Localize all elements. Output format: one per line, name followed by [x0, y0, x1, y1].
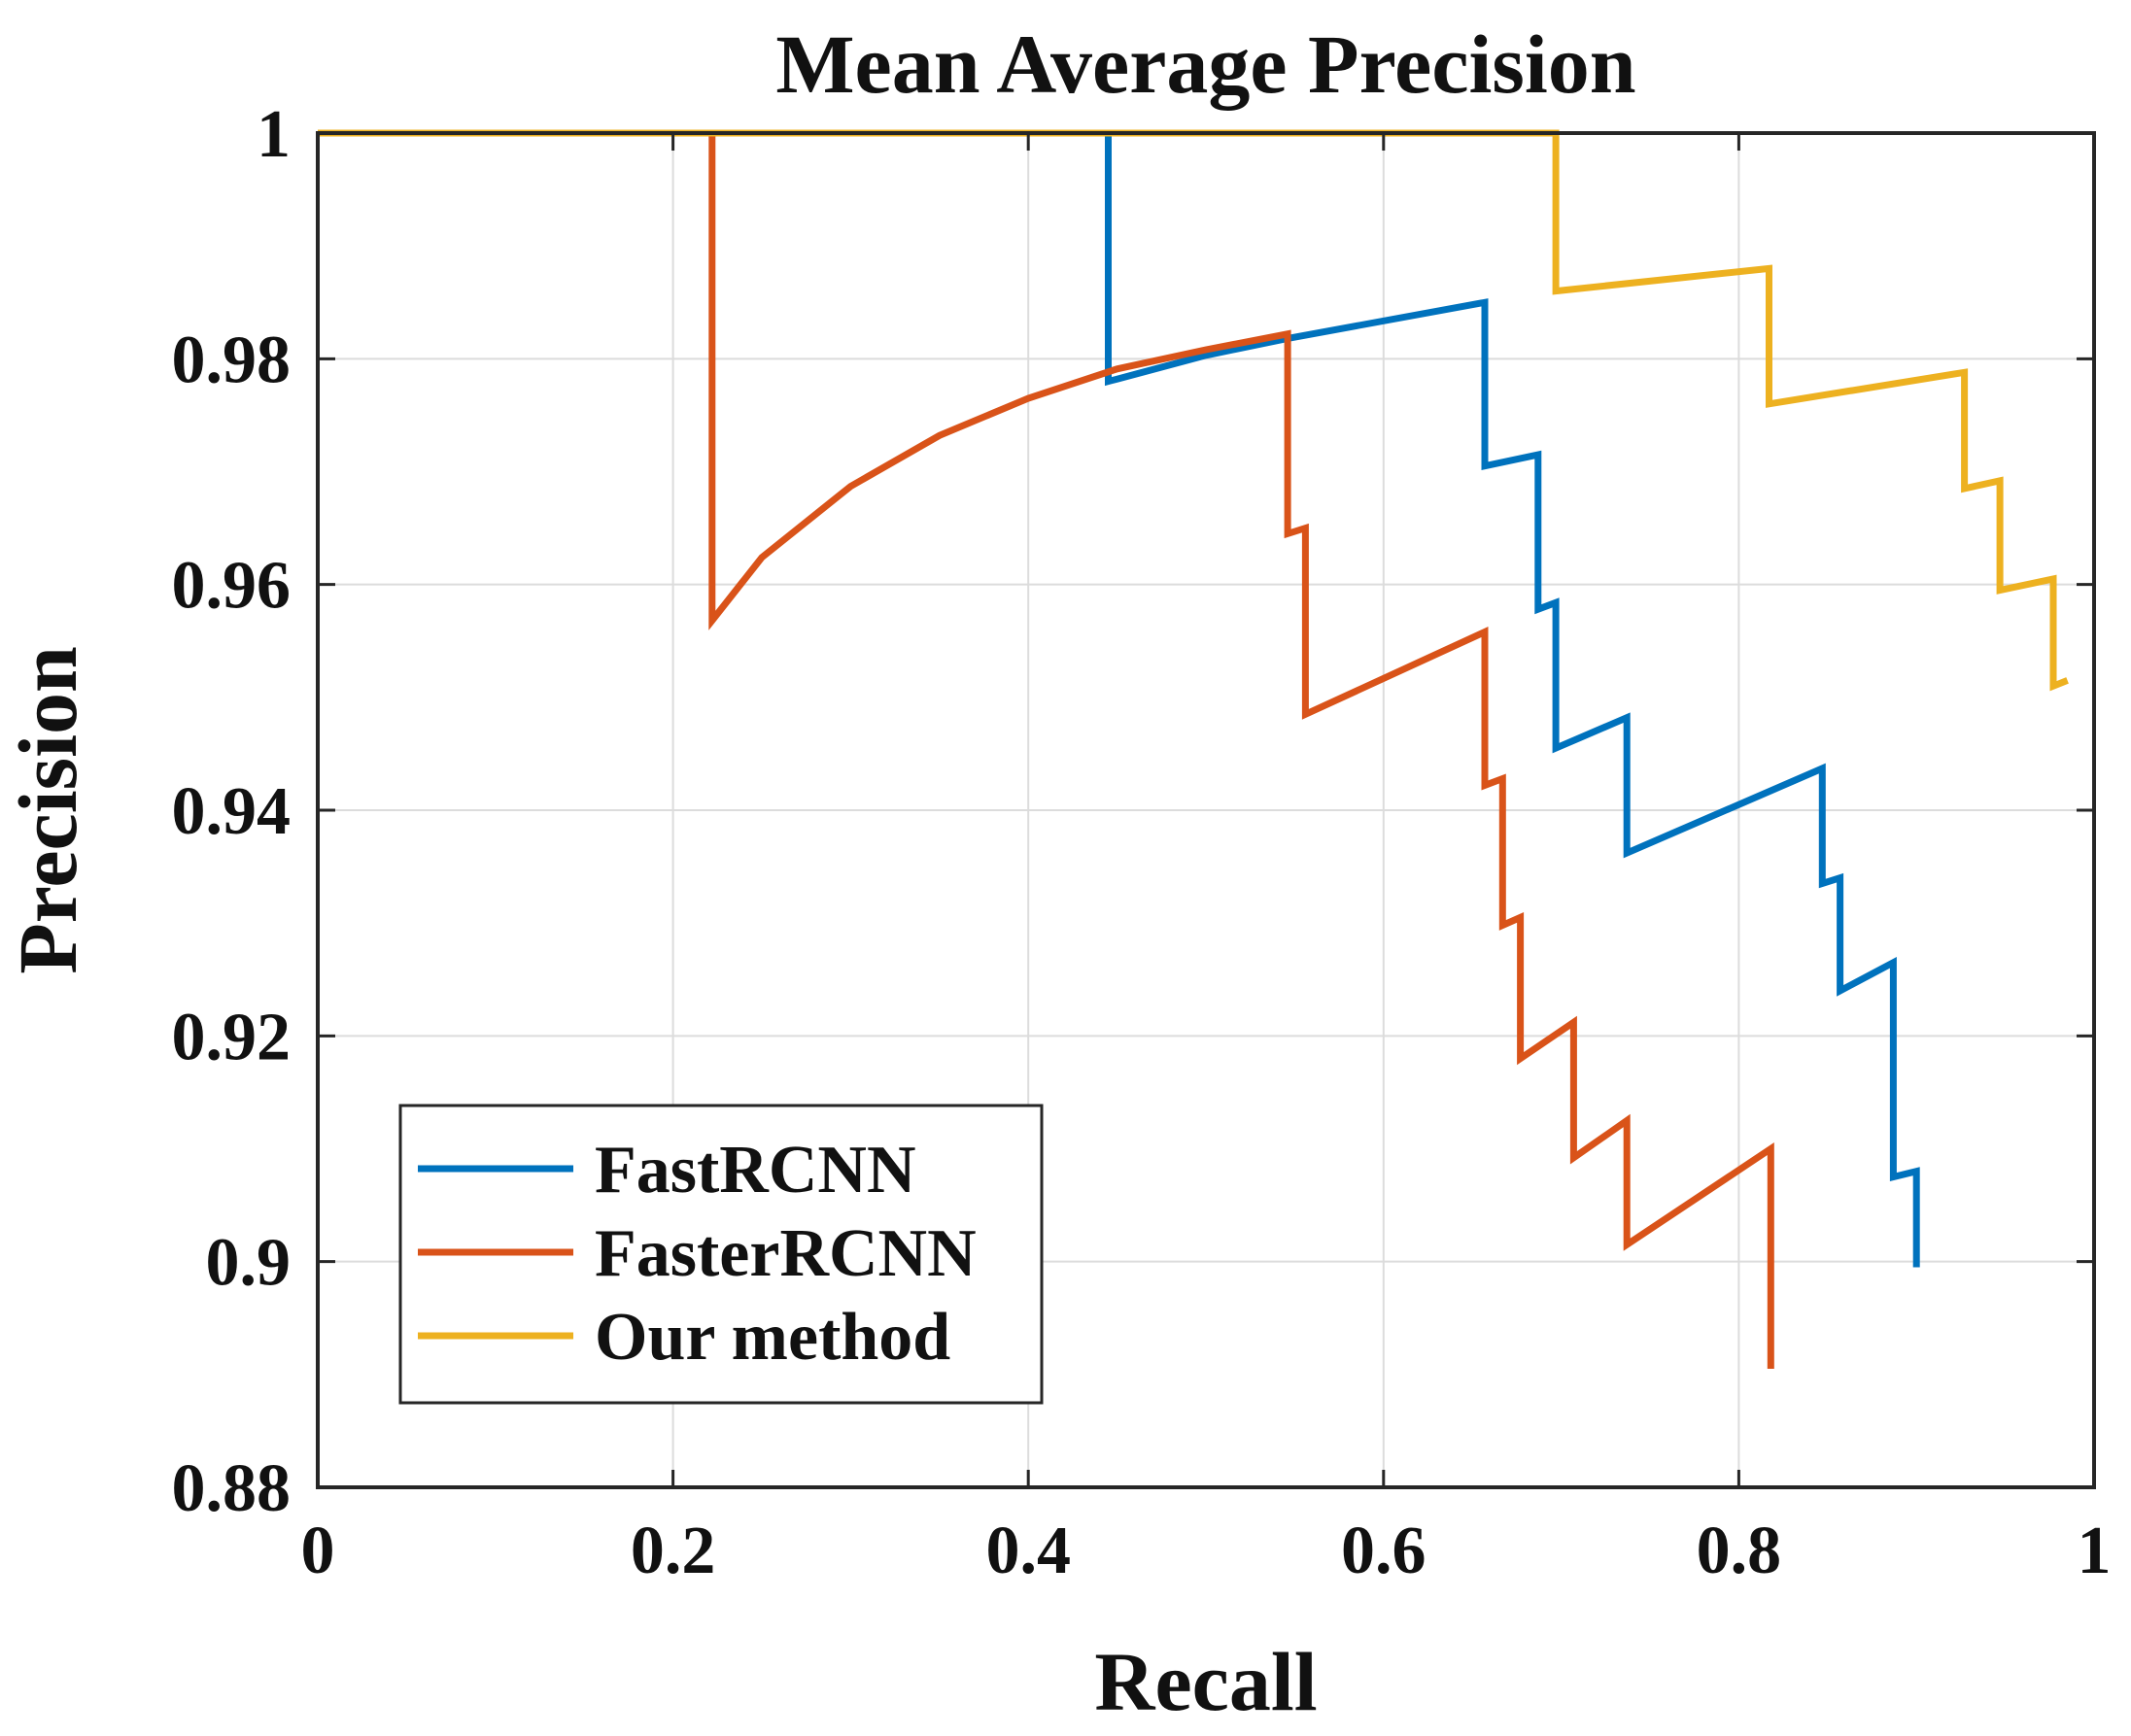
y-tick-labels: 0.88 0.9 0.92 0.94 0.96 0.98 1 [172, 97, 292, 1526]
legend-entries: FastRCNN FasterRCNN Our method [418, 1133, 977, 1375]
y-axis-label: Precision [1, 646, 94, 974]
y-tick-label: 1 [257, 97, 291, 172]
y-tick-label: 0.9 [206, 1226, 292, 1301]
y-tick-label: 0.94 [172, 774, 292, 849]
legend-label-fastrcnn: FastRCNN [595, 1133, 916, 1208]
x-tick-label: 1 [2078, 1514, 2112, 1588]
x-tick-label: 0.8 [1697, 1514, 1782, 1588]
legend-label-our-method: Our method [595, 1300, 950, 1375]
x-tick-label: 0 [301, 1514, 335, 1588]
tick-marks [316, 131, 2096, 1489]
series-line-fasterrcnn [318, 129, 1774, 1369]
legend: FastRCNN FasterRCNN Our method [398, 1104, 1044, 1405]
y-tick-label: 0.88 [172, 1451, 292, 1526]
series-line-fastrcnn [318, 129, 1920, 1268]
y-tick-label: 0.98 [172, 323, 292, 397]
y-tick-label: 0.96 [172, 549, 292, 624]
y-tick-label: 0.92 [172, 1000, 292, 1074]
x-tick-label: 0.6 [1341, 1514, 1426, 1588]
x-tick-labels: 0 0.2 0.4 0.6 0.8 1 [301, 1514, 2112, 1588]
chart-title: Mean Average Precision [775, 17, 1635, 111]
legend-label-fasterrcnn: FasterRCNN [595, 1216, 977, 1291]
x-axis-label: Recall [1094, 1635, 1317, 1728]
x-tick-label: 0.2 [631, 1514, 716, 1588]
series-lines [318, 129, 2069, 1369]
series-line-our-method [318, 129, 2069, 692]
x-tick-label: 0.4 [985, 1514, 1071, 1588]
